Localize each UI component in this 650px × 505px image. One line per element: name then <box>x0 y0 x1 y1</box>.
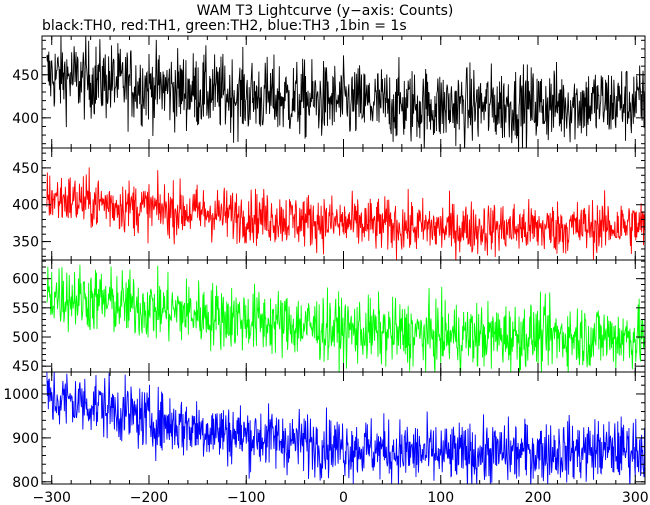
panel-th2: 450 500 550 600 <box>12 259 646 375</box>
x-tick-label: 300 <box>622 490 649 505</box>
series-line-th0 <box>46 36 645 148</box>
y-tick-label: 800 <box>12 475 39 491</box>
y-tick-label: 350 <box>12 235 39 251</box>
y-tick-label: 400 <box>12 111 39 127</box>
panel-th3: 800 900 1000 <box>3 371 646 491</box>
series-line-th2 <box>46 264 645 372</box>
panel-th1: 350 400 450 <box>12 147 646 261</box>
y-tick-label: 500 <box>12 330 39 346</box>
y-tick-label: 400 <box>12 198 39 214</box>
y-tick-label: 450 <box>12 359 39 375</box>
x-tick-label: 200 <box>525 490 552 505</box>
x-tick-label: −200 <box>130 490 168 505</box>
panel-th0: 400 450 <box>12 35 646 149</box>
y-tick-label: 600 <box>12 272 39 288</box>
y-tick-label: 450 <box>12 161 39 177</box>
y-tick-label: 900 <box>12 431 39 447</box>
series-line-th3 <box>46 372 645 484</box>
x-tick-label: −100 <box>227 490 265 505</box>
chart-subtitle: black:TH0, red:TH1, green:TH2, blue:TH3 … <box>42 18 407 34</box>
series-line-th1 <box>46 167 645 260</box>
y-tick-label: 1000 <box>3 387 39 403</box>
panel-frame <box>41 371 646 485</box>
y-tick-label: 550 <box>12 301 39 317</box>
x-tick-label: −300 <box>32 490 70 505</box>
x-tick-label: 100 <box>427 490 454 505</box>
y-tick-label: 450 <box>12 68 39 84</box>
x-tick-label: 0 <box>339 490 348 505</box>
chart-title: WAM T3 Lightcurve (y−axis: Counts) <box>196 3 454 19</box>
